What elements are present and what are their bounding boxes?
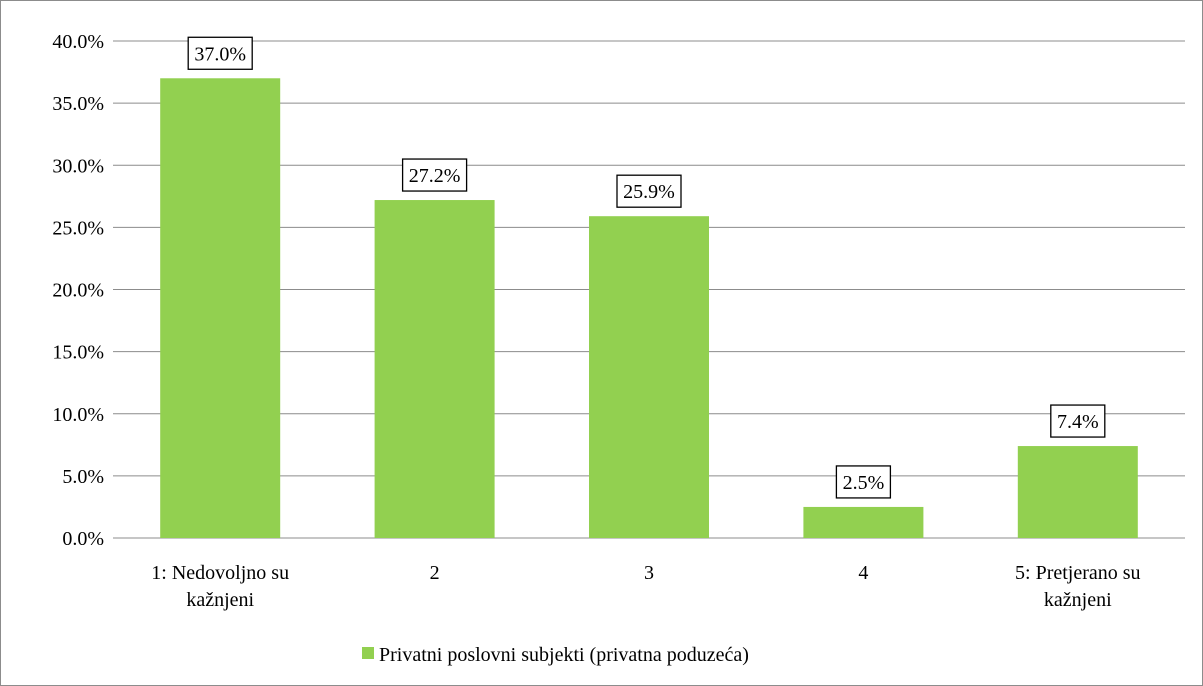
data-label: 7.4% [1050, 404, 1106, 438]
x-category-label: 3 [644, 562, 654, 584]
y-tick-label: 20.0% [52, 280, 104, 302]
y-tick-label: 30.0% [52, 155, 104, 177]
bar [374, 200, 495, 539]
y-tick-label: 25.0% [52, 217, 104, 239]
x-category-label: 5: Pretjerano su [1015, 562, 1141, 584]
y-tick-label: 15.0% [52, 342, 104, 364]
legend-swatch [362, 647, 374, 659]
data-label: 37.0% [187, 36, 253, 70]
data-label-text: 7.4% [1057, 411, 1099, 433]
x-category-label: kažnjeni [1044, 589, 1112, 611]
data-label-box [401, 158, 468, 192]
bar [160, 78, 281, 539]
bar [589, 216, 709, 538]
data-label-text: 25.9% [623, 181, 675, 203]
y-tick-label: 5.0% [62, 466, 104, 488]
data-label: 27.2% [401, 158, 468, 192]
data-label-box [187, 36, 253, 70]
y-tick-label: 35.0% [52, 93, 104, 115]
data-label: 2.5% [835, 465, 892, 499]
data-label-box [835, 465, 892, 499]
y-tick-label: 0.0% [62, 528, 104, 550]
data-label-text: 2.5% [843, 472, 885, 494]
legend: Privatni poslovni subjekti (privatna pod… [362, 644, 749, 666]
data-label-box [1050, 404, 1106, 438]
x-category-label: 1: Nedovoljno su [151, 562, 289, 584]
y-axis-tick-labels: 0.0% 5.0% 10.0% 15.0% 20.0% 25.0% 30.0% 35.0% 40… [52, 31, 104, 550]
data-label-box [616, 174, 682, 208]
y-tick-label: 40.0% [52, 31, 104, 53]
data-labels: 37.0% 27.2% 25.9% 2.5% 7.4% [187, 36, 1106, 499]
bars [160, 78, 1138, 539]
data-label: 25.9% [616, 174, 682, 208]
x-axis-category-labels: 1: Nedovoljno su kažnjeni 2 3 4 5: Pretjerano… [151, 562, 1140, 611]
bar [1017, 446, 1138, 538]
data-label-text: 27.2% [409, 165, 461, 187]
x-category-label: 4 [858, 562, 868, 584]
y-tick-label: 10.0% [52, 404, 104, 426]
x-category-label: 2 [430, 562, 440, 584]
data-label-text: 37.0% [194, 43, 246, 65]
bar [803, 506, 924, 538]
legend-label: Privatni poslovni subjekti (privatna pod… [379, 644, 749, 666]
x-category-label: kažnjeni [186, 589, 254, 611]
